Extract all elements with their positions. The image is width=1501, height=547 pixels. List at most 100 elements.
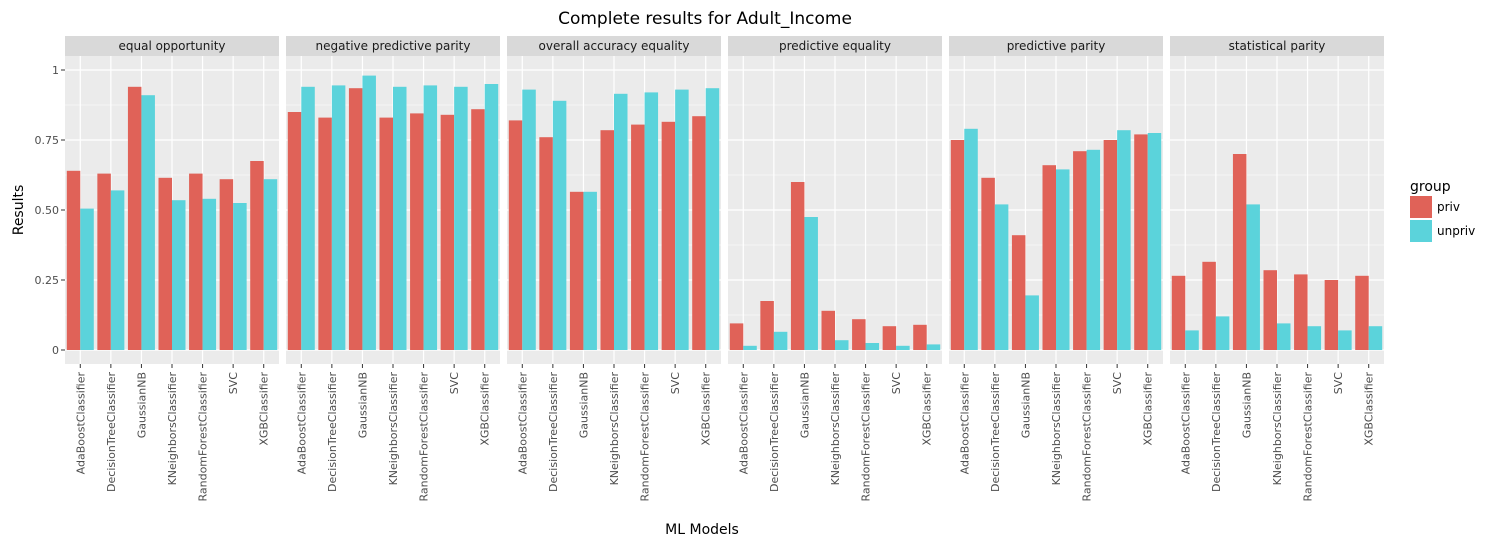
facet-strip-label: overall accuracy equality bbox=[539, 39, 690, 53]
legend-swatch-priv bbox=[1410, 196, 1432, 218]
bar-unpriv bbox=[454, 86, 468, 351]
bar-priv bbox=[981, 177, 995, 350]
bar-unpriv bbox=[705, 88, 720, 350]
x-tick-label: SVC bbox=[448, 372, 461, 395]
bar-unpriv bbox=[926, 344, 941, 350]
bar-priv bbox=[1202, 261, 1216, 350]
x-tick-label: XGBClassifier bbox=[700, 372, 713, 446]
bar-priv bbox=[1134, 134, 1148, 350]
facet-panel: statistical parity AdaBoostClassifier Deci… bbox=[1170, 36, 1384, 502]
bar-unpriv bbox=[1368, 326, 1383, 350]
bar-unpriv bbox=[1307, 326, 1322, 350]
bar-priv bbox=[950, 140, 965, 350]
bar-unpriv bbox=[552, 100, 567, 350]
x-tick-label: DecisionTreeClassifier bbox=[989, 372, 1002, 492]
x-tick-label: AdaBoostClassifier bbox=[1179, 372, 1192, 475]
y-tick-label: 0 bbox=[52, 344, 59, 357]
facet-panel: equal opportunity AdaBoostClassifier Decis… bbox=[35, 36, 279, 502]
bar-priv bbox=[219, 179, 234, 350]
bar-unpriv bbox=[331, 85, 346, 351]
x-tick-label: KNeighborsClassifier bbox=[387, 372, 400, 486]
bar-unpriv bbox=[1117, 130, 1131, 350]
bar-unpriv bbox=[1025, 295, 1039, 350]
bar-priv bbox=[1011, 235, 1026, 350]
legend-swatch-unpriv bbox=[1410, 220, 1432, 242]
facet-panel: overall accuracy equality AdaBoostClassif… bbox=[507, 36, 721, 502]
x-axis-title: ML Models bbox=[665, 522, 739, 538]
x-tick-label: KNeighborsClassifier bbox=[166, 372, 179, 486]
facet-strip-label: predictive equality bbox=[779, 39, 891, 53]
x-tick-label: SVC bbox=[1332, 372, 1345, 395]
x-tick-label: SVC bbox=[227, 372, 240, 395]
bar-priv bbox=[250, 161, 264, 350]
bar-unpriv bbox=[301, 86, 315, 351]
bar-priv bbox=[508, 120, 523, 351]
bar-priv bbox=[692, 116, 706, 350]
bar-unpriv bbox=[1147, 133, 1162, 350]
x-tick-label: GaussianNB bbox=[135, 372, 148, 438]
bar-priv bbox=[1171, 275, 1186, 350]
x-tick-label: RandomForestClassifier bbox=[418, 372, 431, 502]
x-tick-label: XGBClassifier bbox=[921, 372, 934, 446]
legend-label-unpriv: unpriv bbox=[1437, 224, 1475, 238]
x-tick-label: AdaBoostClassifier bbox=[516, 372, 529, 475]
x-tick-label: GaussianNB bbox=[577, 372, 590, 438]
y-tick-label: 0.75 bbox=[35, 134, 60, 147]
bar-priv bbox=[66, 170, 81, 350]
facet-strip-label: equal opportunity bbox=[118, 39, 225, 53]
bar-priv bbox=[661, 121, 676, 350]
x-tick-label: GaussianNB bbox=[1019, 372, 1032, 438]
bar-unpriv bbox=[773, 331, 788, 350]
bar-priv bbox=[127, 86, 142, 351]
y-tick-label: 0.50 bbox=[35, 204, 60, 217]
x-tick-label: DecisionTreeClassifier bbox=[105, 372, 118, 492]
bar-unpriv bbox=[1246, 204, 1260, 350]
bar-unpriv bbox=[141, 95, 155, 350]
bar-priv bbox=[1073, 151, 1087, 350]
bar-unpriv bbox=[202, 198, 217, 350]
bar-priv bbox=[1232, 154, 1247, 350]
x-tick-label: AdaBoostClassifier bbox=[737, 372, 750, 475]
x-tick-label: GaussianNB bbox=[798, 372, 811, 438]
bar-unpriv bbox=[994, 204, 1009, 350]
facet-panel: predictive parity AdaBoostClassifier Decis… bbox=[949, 36, 1163, 502]
bar-priv bbox=[569, 191, 584, 350]
x-tick-label: SVC bbox=[1111, 372, 1124, 395]
bar-priv bbox=[539, 137, 553, 350]
bar-unpriv bbox=[484, 84, 499, 350]
bar-unpriv bbox=[362, 75, 376, 350]
bar-unpriv bbox=[743, 345, 757, 350]
bar-unpriv bbox=[1338, 330, 1352, 350]
x-tick-label: RandomForestClassifier bbox=[860, 372, 873, 502]
bar-unpriv bbox=[1277, 323, 1291, 350]
facet-panels: equal opportunity AdaBoostClassifier Decis… bbox=[35, 36, 1384, 502]
x-tick-label: GaussianNB bbox=[356, 372, 369, 438]
x-tick-label: KNeighborsClassifier bbox=[1050, 372, 1063, 486]
bar-unpriv bbox=[233, 203, 247, 350]
bar-priv bbox=[1263, 270, 1277, 350]
legend-title: group bbox=[1410, 179, 1451, 195]
bar-unpriv bbox=[675, 89, 689, 350]
x-tick-label: RandomForestClassifier bbox=[197, 372, 210, 502]
bar-unpriv bbox=[110, 190, 125, 350]
bar-priv bbox=[882, 326, 897, 350]
bar-unpriv bbox=[172, 200, 186, 350]
bar-unpriv bbox=[263, 179, 278, 350]
bar-priv bbox=[1294, 274, 1308, 350]
bar-priv bbox=[97, 173, 111, 350]
x-tick-label: XGBClassifier bbox=[1142, 372, 1155, 446]
x-tick-label: RandomForestClassifier bbox=[1302, 372, 1315, 502]
bar-priv bbox=[471, 109, 485, 350]
facet-strip-label: predictive parity bbox=[1007, 39, 1106, 53]
bar-priv bbox=[631, 124, 645, 350]
bar-priv bbox=[852, 319, 866, 350]
x-tick-label: DecisionTreeClassifier bbox=[547, 372, 560, 492]
bar-unpriv bbox=[1086, 149, 1101, 350]
x-tick-label: KNeighborsClassifier bbox=[608, 372, 621, 486]
bar-priv bbox=[410, 113, 424, 351]
x-tick-label: AdaBoostClassifier bbox=[958, 372, 971, 475]
y-axis-title: Results bbox=[11, 185, 27, 236]
legend: group priv unpriv bbox=[1410, 179, 1475, 242]
x-tick-label: SVC bbox=[669, 372, 682, 395]
